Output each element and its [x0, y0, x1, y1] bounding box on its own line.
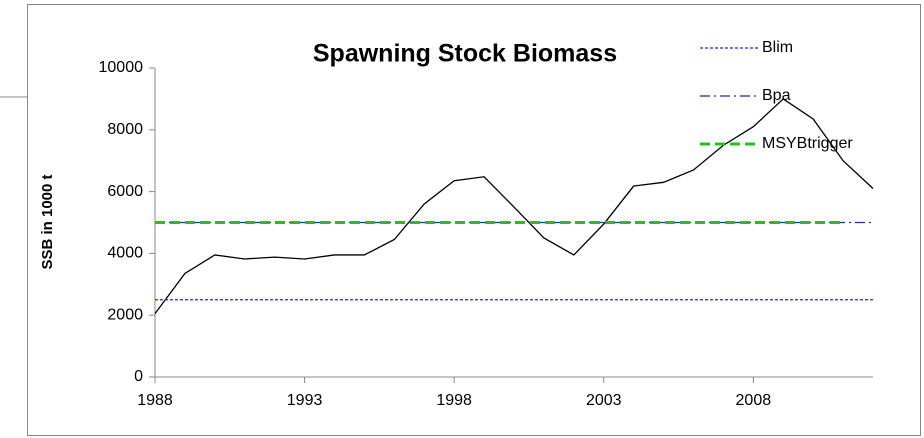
y-tick-label: 6000: [107, 183, 143, 200]
legend-label: Blim: [762, 39, 793, 56]
y-tick-label: 8000: [107, 121, 143, 138]
chart-frame: [27, 4, 921, 436]
legend-label: MSYBtrigger: [762, 135, 853, 152]
x-tick-label: 1993: [287, 392, 323, 409]
series-line: [154, 98, 874, 315]
y-tick-label: 10000: [99, 59, 144, 76]
y-tick-label: 0: [134, 368, 143, 385]
x-tick-label: 1998: [436, 392, 472, 409]
y-tick-label: 4000: [107, 245, 143, 262]
x-tick-label: 1988: [137, 392, 173, 409]
y-axis-label: SSB in 1000 t: [39, 174, 56, 269]
x-tick-label: 2003: [586, 392, 622, 409]
x-tick-label: 2008: [736, 392, 772, 409]
legend-label: Bpa: [762, 87, 791, 104]
y-tick-label: 2000: [107, 306, 143, 323]
chart-title: Spawning Stock Biomass: [313, 40, 617, 68]
